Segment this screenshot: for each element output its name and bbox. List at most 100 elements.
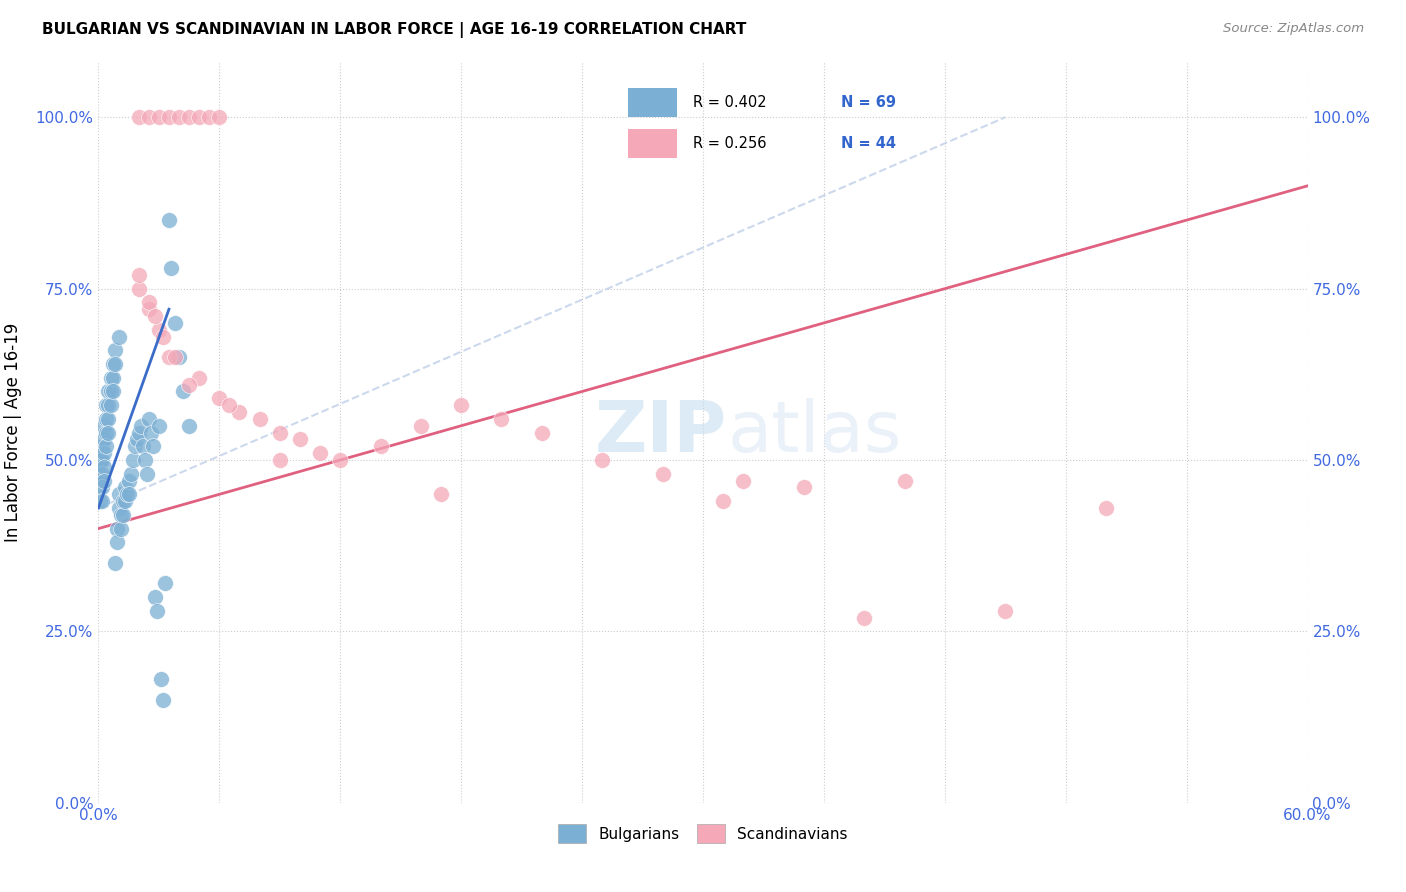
Point: [148, 418, 170, 433]
Point: [89, 494, 111, 508]
Point: [138, 110, 160, 124]
Point: [269, 453, 291, 467]
Point: [96, 439, 118, 453]
Point: [163, 350, 186, 364]
Point: [114, 494, 136, 508]
Point: [107, 501, 129, 516]
Point: [91, 494, 114, 508]
Point: [163, 316, 186, 330]
Text: N = 44: N = 44: [841, 136, 897, 151]
Point: [651, 467, 673, 481]
Point: [93, 433, 115, 447]
Point: [143, 590, 166, 604]
Point: [138, 412, 160, 426]
Point: [103, 357, 125, 371]
Text: N = 69: N = 69: [841, 95, 897, 110]
Point: [134, 453, 156, 467]
Point: [329, 453, 352, 467]
Point: [591, 453, 613, 467]
Point: [89, 453, 111, 467]
Point: [129, 418, 152, 433]
Point: [91, 480, 114, 494]
Point: [157, 213, 180, 227]
Point: [288, 433, 311, 447]
Point: [115, 487, 138, 501]
Point: [733, 474, 755, 488]
Point: [107, 329, 129, 343]
Point: [110, 508, 132, 522]
Y-axis label: In Labor Force | Age 16-19: In Labor Force | Age 16-19: [4, 323, 21, 542]
Point: [491, 412, 513, 426]
Point: [309, 446, 332, 460]
Point: [96, 398, 118, 412]
FancyBboxPatch shape: [628, 129, 678, 158]
Point: [100, 398, 122, 412]
Point: [143, 309, 166, 323]
Point: [148, 323, 170, 337]
Point: [135, 467, 157, 481]
Point: [100, 371, 122, 385]
Point: [994, 604, 1017, 618]
Point: [103, 556, 125, 570]
Point: [1095, 501, 1118, 516]
Point: [101, 357, 124, 371]
Text: R = 0.402: R = 0.402: [693, 95, 766, 110]
Text: Source: ZipAtlas.com: Source: ZipAtlas.com: [1223, 22, 1364, 36]
Point: [208, 392, 231, 406]
Point: [853, 610, 876, 624]
Point: [450, 398, 472, 412]
Point: [152, 329, 174, 343]
Point: [91, 467, 114, 481]
Point: [138, 295, 160, 310]
Point: [89, 480, 111, 494]
Point: [409, 418, 432, 433]
Point: [179, 377, 201, 392]
Point: [97, 425, 120, 440]
Text: ZIP: ZIP: [595, 398, 727, 467]
Point: [105, 535, 128, 549]
Point: [149, 673, 172, 687]
Point: [97, 412, 120, 426]
Point: [167, 350, 190, 364]
Point: [157, 110, 180, 124]
Point: [146, 604, 169, 618]
Point: [128, 268, 150, 282]
Point: [142, 439, 165, 453]
Point: [97, 398, 120, 412]
Point: [120, 467, 142, 481]
Point: [93, 446, 115, 460]
Point: [188, 110, 211, 124]
Point: [711, 494, 734, 508]
Point: [124, 439, 146, 453]
Point: [269, 425, 291, 440]
Point: [89, 467, 111, 481]
Point: [111, 508, 134, 522]
Point: [430, 487, 453, 501]
Point: [157, 350, 180, 364]
Point: [228, 405, 250, 419]
Point: [101, 384, 124, 399]
Point: [148, 110, 170, 124]
Point: [153, 576, 176, 591]
Point: [893, 474, 915, 488]
Point: [121, 453, 143, 467]
Point: [138, 302, 160, 317]
Point: [198, 110, 221, 124]
Point: [91, 439, 114, 453]
Point: [530, 425, 553, 440]
Point: [118, 487, 141, 501]
Point: [139, 425, 162, 440]
Point: [111, 494, 134, 508]
Point: [172, 384, 194, 399]
Point: [370, 439, 392, 453]
Point: [160, 261, 183, 276]
Point: [793, 480, 815, 494]
Legend: Bulgarians, Scandinavians: Bulgarians, Scandinavians: [551, 817, 855, 851]
Text: R = 0.256: R = 0.256: [693, 136, 766, 151]
Point: [96, 425, 118, 440]
Point: [128, 425, 150, 440]
Point: [128, 110, 150, 124]
Point: [114, 480, 136, 494]
Point: [93, 418, 115, 433]
Point: [97, 384, 120, 399]
